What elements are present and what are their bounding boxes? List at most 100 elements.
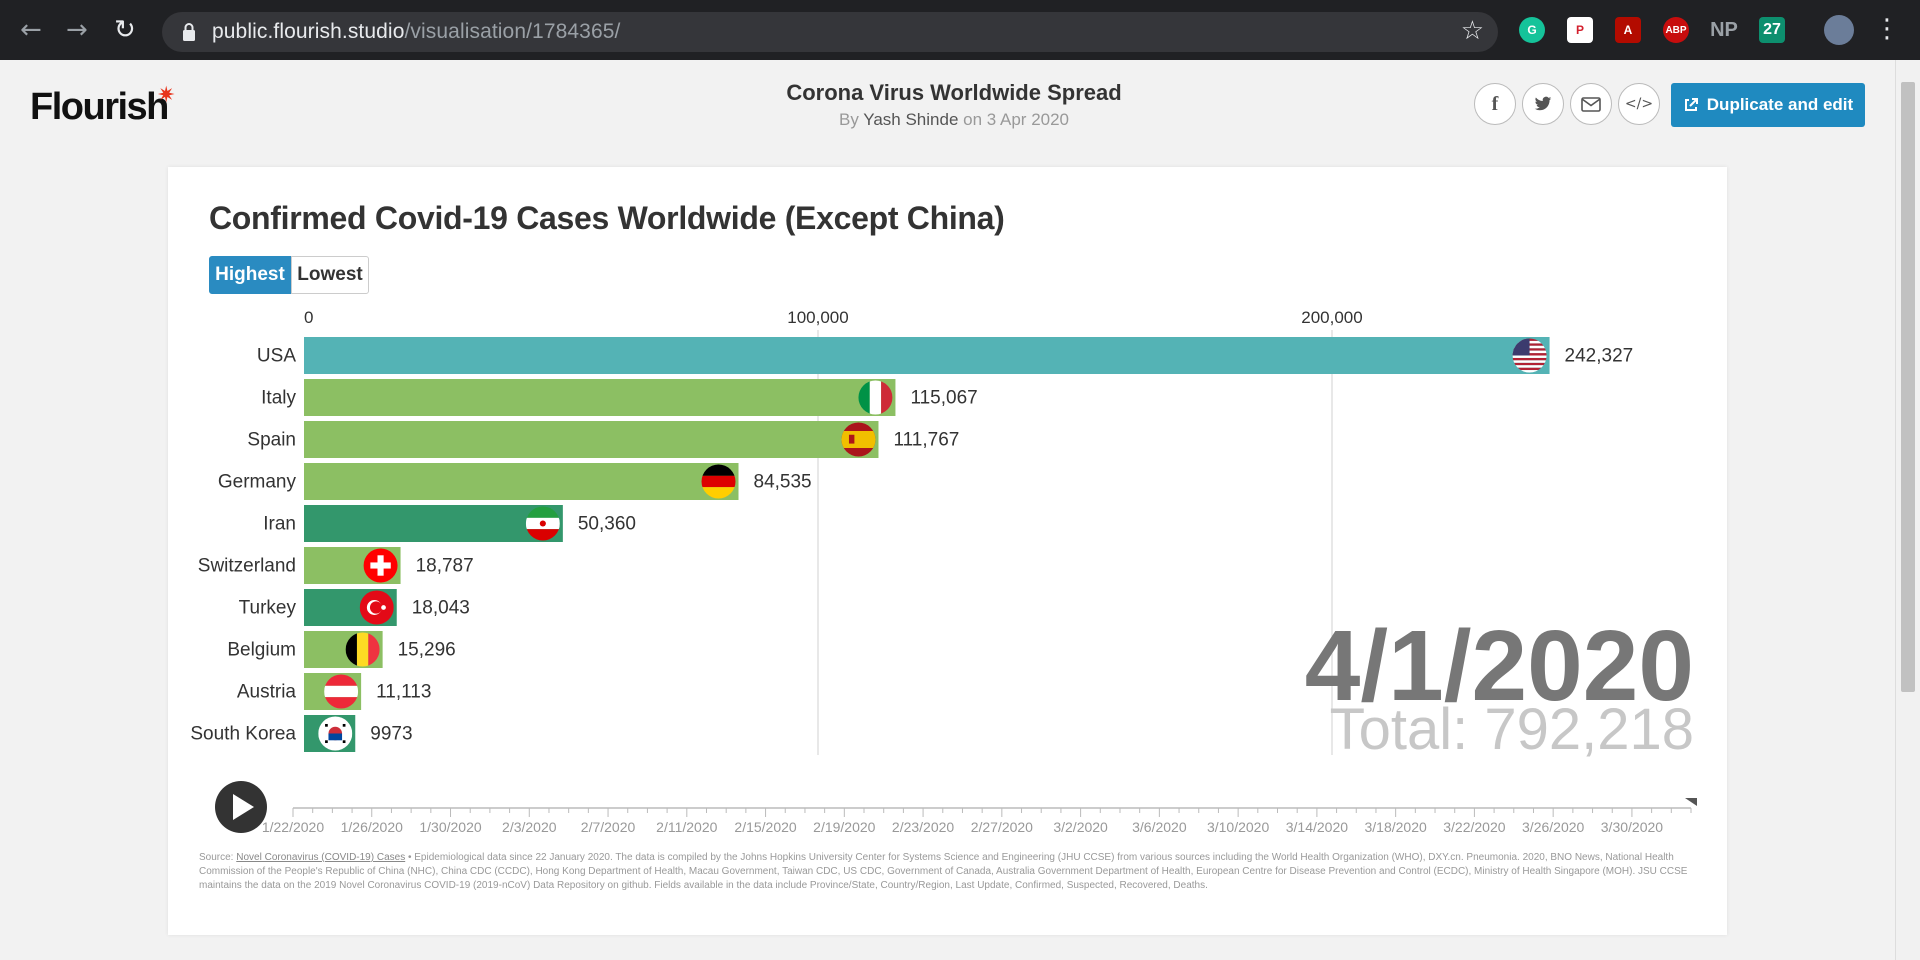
adblock-extension-icon[interactable]: ABP	[1663, 17, 1689, 43]
timeline-label[interactable]: 2/11/2020	[656, 819, 717, 835]
browser-toolbar: ← → ↻ public.flourish.studio/visualisati…	[0, 0, 1920, 60]
timeline-label[interactable]: 1/22/2020	[262, 819, 324, 835]
bar[interactable]	[304, 337, 1550, 374]
acrobat-extension-icon[interactable]: A	[1615, 17, 1641, 43]
external-link-icon	[1684, 98, 1698, 111]
duplicate-and-edit-button[interactable]: Duplicate and edit	[1671, 83, 1865, 127]
browser-menu-icon[interactable]: ⋮	[1874, 14, 1900, 44]
timeline-label[interactable]: 3/30/2020	[1601, 819, 1663, 835]
value-label: 50,360	[578, 514, 636, 535]
italy-flag-icon	[858, 380, 893, 415]
timeline-label[interactable]: 2/23/2020	[892, 819, 954, 835]
email-share-icon[interactable]	[1570, 83, 1612, 125]
value-label: 242,327	[1565, 346, 1634, 367]
toggle-highest-button[interactable]: Highest	[209, 256, 291, 294]
spain-flag-icon	[841, 422, 876, 457]
author-link[interactable]: Yash Shinde	[863, 110, 959, 129]
timeline-label[interactable]: 1/26/2020	[341, 819, 403, 835]
value-label: 111,767	[893, 430, 959, 451]
timeline-label[interactable]: 2/19/2020	[813, 819, 875, 835]
category-label: Iran	[263, 514, 296, 535]
value-label: 9973	[370, 724, 412, 745]
south-korea-flag-icon	[318, 716, 353, 751]
category-label: Belgium	[227, 640, 296, 661]
bar[interactable]	[304, 505, 563, 542]
np-extension-icon[interactable]: NP	[1710, 18, 1738, 41]
x-tick-label: 200,000	[1301, 308, 1362, 327]
timeline-label[interactable]: 2/7/2020	[581, 819, 636, 835]
timeline-label[interactable]: 2/15/2020	[734, 819, 796, 835]
timeline-label[interactable]: 3/18/2020	[1364, 819, 1426, 835]
scrollbar-thumb[interactable]	[1901, 82, 1915, 692]
value-label: 18,043	[412, 598, 470, 619]
embed-code-icon[interactable]: </>	[1618, 83, 1660, 125]
current-date-label: 4/1/2020	[1305, 610, 1694, 722]
by-prefix: By	[838, 110, 859, 129]
flourish-logo[interactable]: Flourish	[30, 86, 169, 128]
chart-title: Confirmed Covid-19 Cases Worldwide (Exce…	[209, 200, 1005, 236]
germany-flag-icon	[701, 464, 736, 499]
us-flag-icon	[1512, 338, 1547, 373]
category-label: Turkey	[239, 598, 297, 619]
category-label: USA	[257, 346, 296, 367]
grammarly-extension-icon[interactable]: G	[1519, 17, 1545, 43]
facebook-share-icon[interactable]: f	[1474, 83, 1516, 125]
timeline-label[interactable]: 3/22/2020	[1443, 819, 1505, 835]
category-label: South Korea	[190, 724, 296, 745]
source-description: • Epidemiological data since 22 January …	[199, 852, 1688, 891]
pocket-extension-icon[interactable]: P	[1567, 17, 1593, 43]
category-label: Spain	[247, 430, 296, 451]
belgium-flag-icon	[345, 632, 380, 667]
iran-flag-icon	[525, 506, 560, 541]
value-label: 11,113	[376, 682, 431, 703]
source-link[interactable]: Novel Coronavirus (COVID-19) Cases	[236, 852, 406, 863]
bar[interactable]	[304, 463, 739, 500]
austria-flag-icon	[324, 674, 359, 709]
play-icon[interactable]	[233, 794, 254, 820]
timeline-label[interactable]: 3/6/2020	[1132, 819, 1187, 835]
value-label: 15,296	[398, 640, 456, 661]
address-bar[interactable]: public.flourish.studio/visualisation/178…	[162, 12, 1498, 52]
lock-icon	[183, 23, 195, 41]
chart-card	[168, 167, 1727, 935]
calendar-extension-icon[interactable]: 27	[1759, 17, 1785, 43]
timeline-label[interactable]: 2/3/2020	[502, 819, 557, 835]
duplicate-label: Duplicate and edit	[1706, 95, 1854, 114]
turkey-flag-icon	[359, 590, 394, 625]
flourish-logo-star-icon: ✷	[157, 83, 176, 108]
total-cases-label: Total: 792,218	[1330, 697, 1694, 762]
timeline-handle[interactable]	[1685, 798, 1697, 806]
category-label: Germany	[218, 472, 297, 493]
bar[interactable]	[304, 421, 879, 458]
timeline-label[interactable]: 3/26/2020	[1522, 819, 1584, 835]
url-host: public.flourish.studio	[212, 20, 405, 43]
source-footnote: Source: Novel Coronavirus (COVID-19) Cas…	[199, 851, 1689, 893]
x-tick-label: 0	[304, 308, 313, 327]
bookmark-star-icon[interactable]: ☆	[1460, 16, 1484, 46]
x-tick-label: 100,000	[787, 308, 848, 327]
timeline-label[interactable]: 3/10/2020	[1207, 819, 1269, 835]
switzerland-flag-icon	[363, 548, 398, 583]
back-arrow-icon[interactable]: ←	[20, 15, 42, 45]
timeline-label[interactable]: 2/27/2020	[971, 819, 1033, 835]
visualisation-byline: By Yash Shinde on 3 Apr 2020	[0, 110, 1908, 130]
visualisation-title: Corona Virus Worldwide Spread	[786, 80, 1122, 105]
forward-arrow-icon[interactable]: →	[66, 15, 88, 45]
publish-date: on 3 Apr 2020	[963, 110, 1070, 129]
category-label: Italy	[261, 388, 296, 409]
timeline-label[interactable]: 3/14/2020	[1286, 819, 1348, 835]
value-label: 18,787	[416, 556, 474, 577]
timeline-label[interactable]: 1/30/2020	[419, 819, 481, 835]
profile-avatar[interactable]	[1824, 15, 1854, 45]
category-label: Switzerland	[198, 556, 296, 577]
toggle-lowest-button[interactable]: Lowest	[291, 256, 369, 294]
category-label: Austria	[237, 682, 297, 703]
value-label: 115,067	[910, 388, 977, 409]
bar[interactable]	[304, 379, 896, 416]
twitter-share-icon[interactable]	[1522, 83, 1564, 125]
source-prefix: Source:	[199, 852, 234, 863]
reload-icon[interactable]: ↻	[114, 15, 136, 45]
page-scrollbar[interactable]	[1895, 60, 1920, 960]
timeline-label[interactable]: 3/2/2020	[1053, 819, 1108, 835]
